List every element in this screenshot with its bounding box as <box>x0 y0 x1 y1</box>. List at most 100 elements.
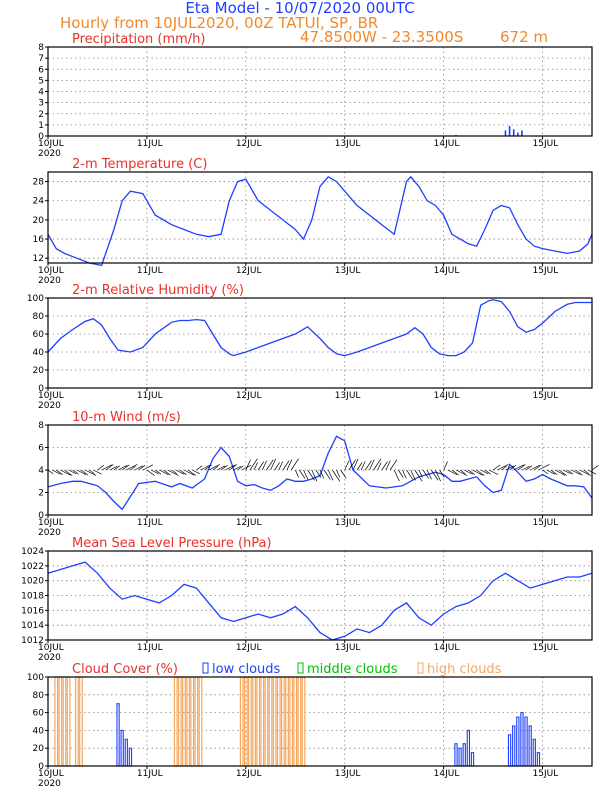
legend-label: high clouds <box>427 662 502 677</box>
y-tick-label: 3 <box>38 99 44 109</box>
x-tick-label: 13JUL <box>335 643 361 653</box>
y-tick-label: 1024 <box>21 547 44 557</box>
y-tick-label: 20 <box>33 744 45 754</box>
wind-arrow <box>492 464 501 471</box>
y-tick-label: 0 <box>38 132 44 142</box>
wind-arrow <box>546 469 556 475</box>
y-tick-label: 2 <box>38 489 44 499</box>
wind-arrow <box>517 464 526 471</box>
wind-arrow <box>373 458 382 471</box>
wind-arrow <box>93 469 102 475</box>
wind-arrow <box>80 469 89 476</box>
x-tick-label: 15JUL <box>533 266 559 276</box>
wind-arrow <box>377 462 382 471</box>
y-tick-label: 1 <box>38 121 44 131</box>
y-tick-label: 6 <box>38 65 44 75</box>
high-cloud-bar <box>301 676 306 767</box>
x-tick-label: 12JUL <box>236 518 262 528</box>
wind-arrow <box>558 469 567 476</box>
series-line <box>47 175 593 267</box>
y-tick-label: 5 <box>38 76 44 86</box>
wind-arrow <box>393 469 400 482</box>
x-tick-label: 10JUL <box>38 769 64 779</box>
x-tick-label: 11JUL <box>137 266 163 276</box>
high-cloud-bar <box>285 676 289 767</box>
wind-arrow <box>261 460 267 471</box>
panel-5: 1012 1014 1016 1018 1020 1022 1024 10JUL 11JUL 12… <box>21 536 593 663</box>
low-cloud-bar <box>120 729 124 767</box>
wind-arrow <box>237 465 244 471</box>
x-year-label: 2020 <box>38 653 61 663</box>
wind-arrow <box>505 465 514 471</box>
low-cloud-bar <box>536 752 541 767</box>
wind-arrow <box>426 469 432 480</box>
x-tick-label: 14JUL <box>434 769 460 779</box>
x-tick-label: 12JUL <box>236 139 262 149</box>
panel-frame <box>47 676 593 767</box>
high-cloud-bar <box>194 676 199 767</box>
wind-arrow <box>150 469 159 475</box>
x-year-label: 2020 <box>38 779 61 789</box>
wind-arrow <box>134 465 143 471</box>
wind-arrow <box>192 469 200 475</box>
wind-arrow <box>455 469 468 476</box>
wind-arrow <box>468 469 476 475</box>
high-cloud-bar <box>198 676 203 767</box>
y-tick-label: 8 <box>38 43 44 53</box>
wind-arrow <box>369 459 375 471</box>
x-tick-label: 14JUL <box>434 139 460 149</box>
wind-arrow <box>550 469 558 475</box>
wind-arrow <box>476 469 485 476</box>
wind-arrow <box>439 469 445 478</box>
y-tick-label: 60 <box>33 709 45 719</box>
panel-6: 0 20 40 60 80 100 10JUL 11JUL 12JUL 13JUL 14JUL 15J… <box>27 662 593 789</box>
y-tick-label: 28 <box>33 178 45 188</box>
sub-header: Hourly from 10JUL2020, 00Z TATUI, SP, BR <box>60 14 378 32</box>
wind-arrow <box>126 464 138 471</box>
x-tick-label: 12JUL <box>236 391 262 401</box>
x-tick-label: 15JUL <box>533 643 559 653</box>
y-tick-label: 40 <box>33 348 45 358</box>
wind-arrow <box>47 469 54 475</box>
high-cloud-bar <box>62 676 67 767</box>
wind-arrow <box>299 469 306 479</box>
high-cloud-bar <box>260 676 265 767</box>
series-line <box>47 435 593 511</box>
x-tick-label: 12JUL <box>236 266 262 276</box>
wind-arrow <box>113 465 120 471</box>
x-tick-label: 14JUL <box>434 266 460 276</box>
y-tick-label: 60 <box>33 330 45 340</box>
panel-title: Precipitation (mm/h) <box>72 32 205 47</box>
wind-arrow <box>175 469 185 475</box>
y-tick-label: 12 <box>33 254 44 264</box>
main-title: Eta Model - 10/07/2020 00UTC <box>185 0 414 17</box>
wind-arrow <box>534 464 542 471</box>
y-tick-label: 20 <box>33 366 45 376</box>
y-tick-label: 24 <box>33 197 45 207</box>
wind-arrow <box>402 469 407 479</box>
wind-arrow <box>538 464 550 471</box>
legend-label: low clouds <box>212 662 281 677</box>
x-tick-label: 10JUL <box>38 518 64 528</box>
y-tick-label: 1014 <box>21 621 44 631</box>
x-tick-label: 10JUL <box>38 643 64 653</box>
x-tick-label: 15JUL <box>533 139 559 149</box>
wind-arrow <box>290 458 299 471</box>
series-line <box>47 299 592 357</box>
panel-title: 2-m Temperature (C) <box>72 157 207 172</box>
low-cloud-bar <box>528 725 532 767</box>
wind-arrow <box>319 469 325 479</box>
wind-arrow <box>554 469 566 476</box>
wind-arrow <box>327 469 334 481</box>
high-cloud-bar <box>177 676 182 767</box>
panel-2: 12 16 20 24 28 10JUL 11JUL 12JUL 13JUL 14JUL 15JUL… <box>33 157 593 286</box>
low-cloud-bar <box>462 743 466 767</box>
precip-bar <box>508 125 511 136</box>
wind-arrow <box>488 469 499 475</box>
low-cloud-bar <box>454 743 458 767</box>
wind-arrow <box>336 469 341 478</box>
wind-arrow <box>443 461 448 471</box>
elevation: 672 m <box>500 28 548 46</box>
